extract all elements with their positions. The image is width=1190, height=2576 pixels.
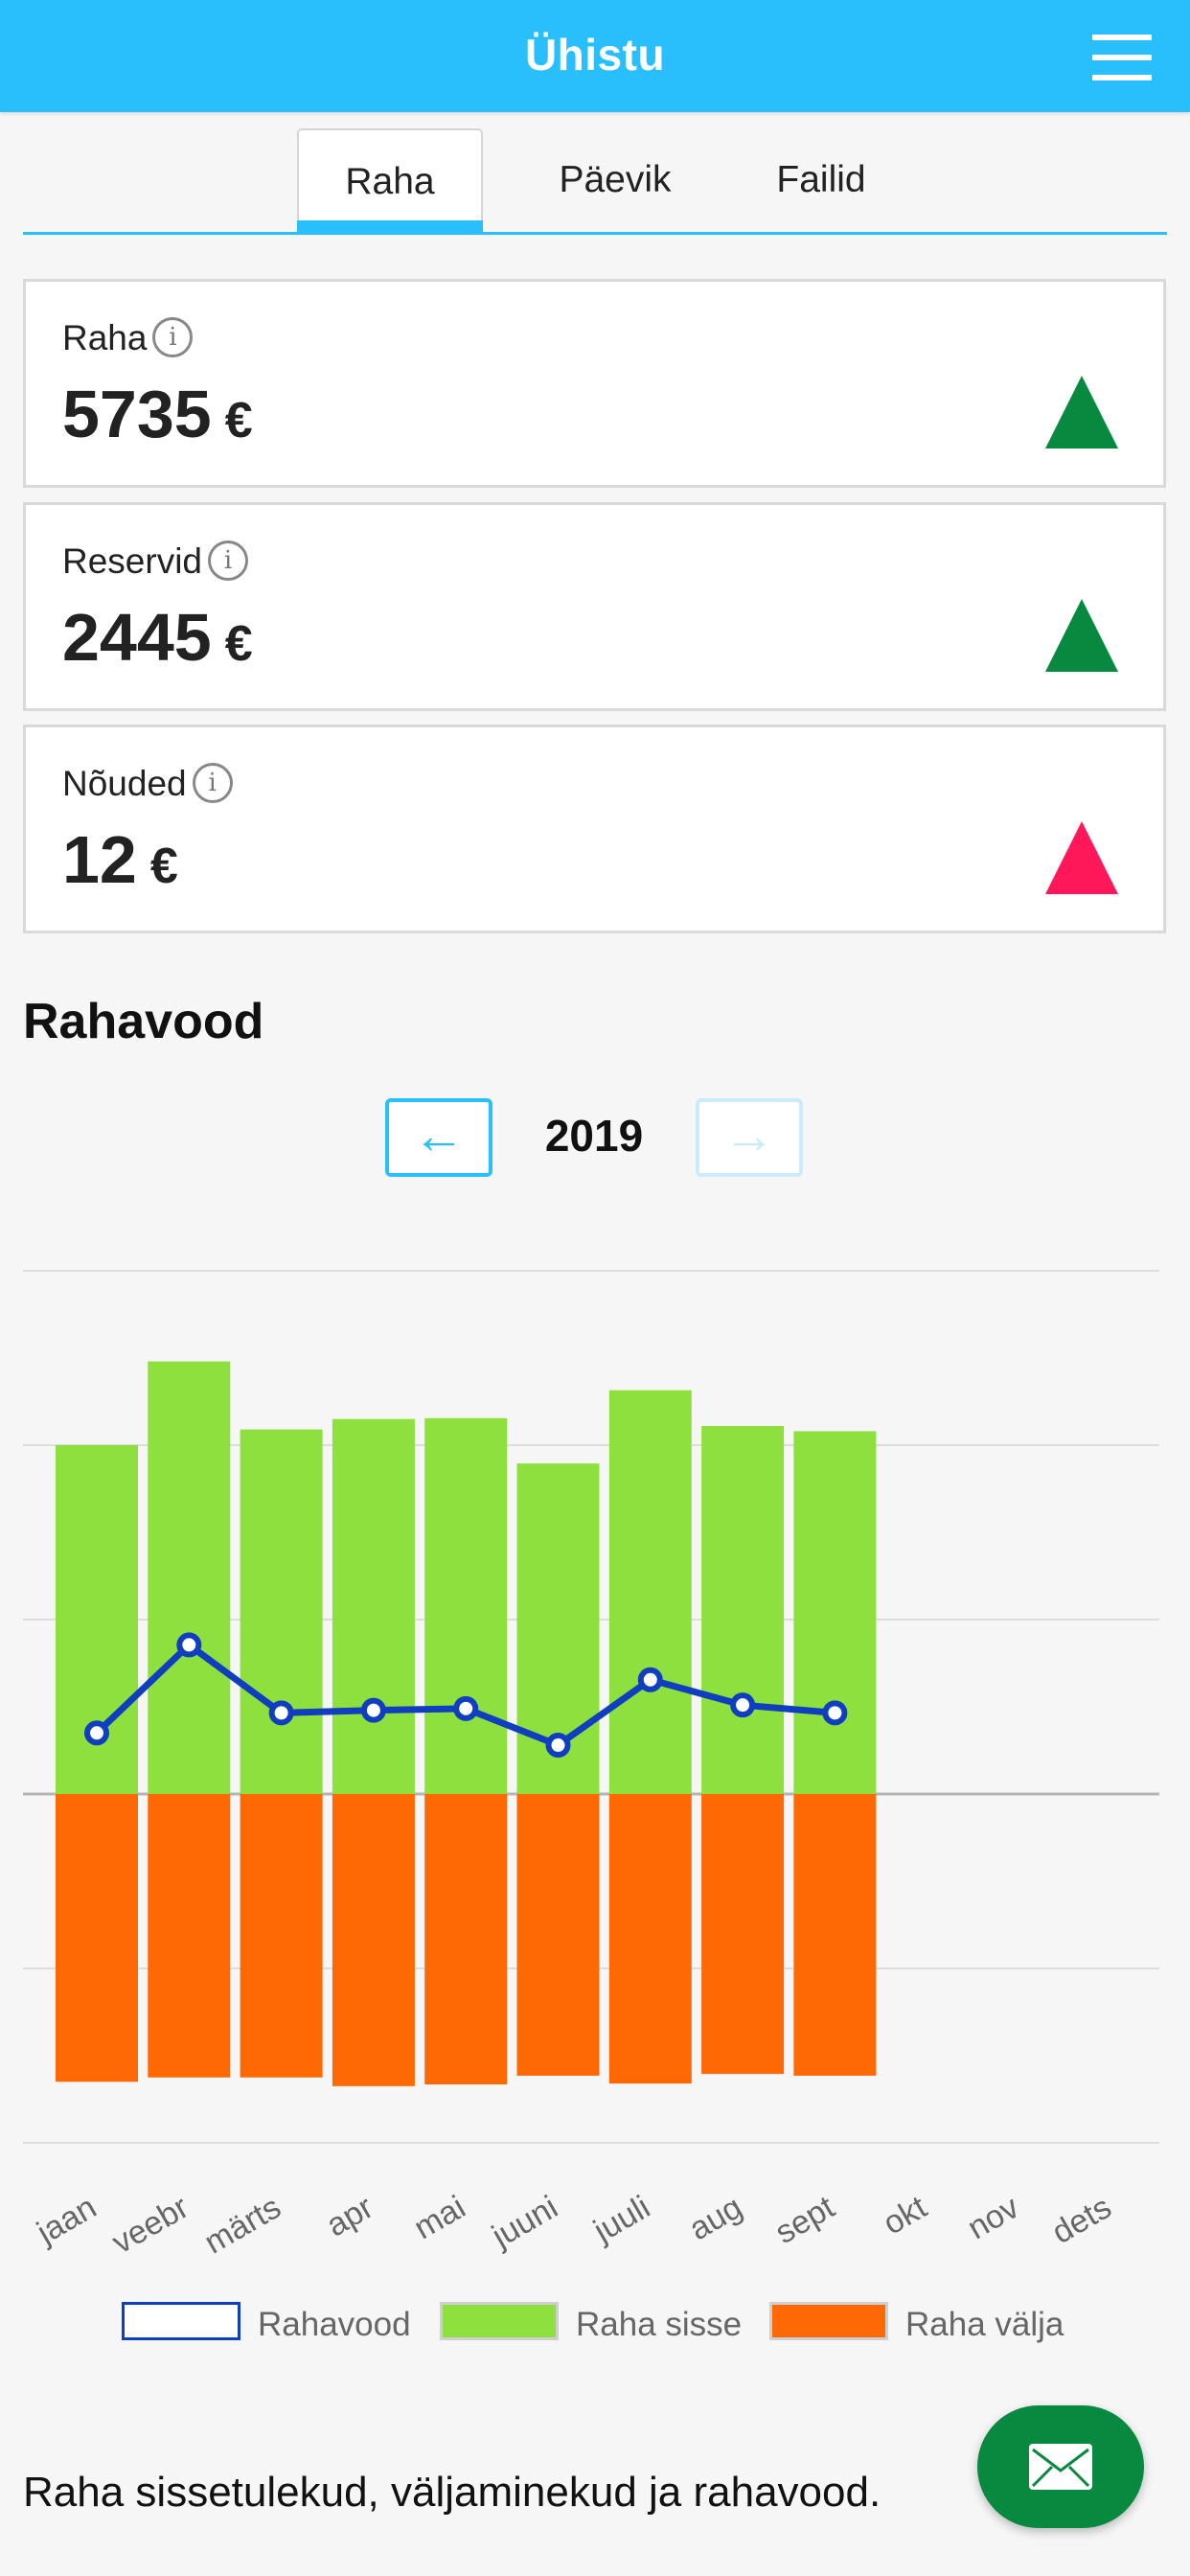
- tab-bar: Raha Päevik Failid: [23, 128, 1167, 235]
- x-tick-label: märts: [198, 2189, 287, 2261]
- bar-raha-valja: [516, 1794, 600, 2076]
- info-icon[interactable]: i: [208, 540, 248, 582]
- trend-up-icon: [1045, 376, 1118, 448]
- app-header: Ühistu: [0, 0, 1190, 112]
- rahavood-point: [360, 1697, 386, 1723]
- bar-raha-sisse: [332, 1418, 415, 1794]
- info-icon[interactable]: i: [152, 317, 194, 358]
- bar-raha-sisse: [608, 1390, 692, 1794]
- x-tick-label: mai: [408, 2189, 471, 2246]
- info-icon[interactable]: i: [192, 763, 233, 804]
- app-title: Ühistu: [524, 30, 666, 80]
- x-tick-label: juuli: [587, 2189, 656, 2250]
- trend-up-icon: [1045, 599, 1118, 672]
- x-tick-label: apr: [320, 2189, 379, 2243]
- bar-raha-valja: [701, 1794, 785, 2075]
- card-amount: 5735: [62, 377, 212, 451]
- bar-raha-valja: [608, 1794, 692, 2084]
- rahavood-point: [637, 1667, 663, 1692]
- trend-up-icon: [1045, 821, 1118, 894]
- x-tick-label: jaan: [30, 2189, 103, 2252]
- bar-raha-valja: [56, 1794, 138, 2082]
- card-label: Raha i: [62, 317, 194, 360]
- cashflow-chart: jaan veebr märts apr mai juuni juuli aug sept okt…: [23, 1270, 1159, 2261]
- bar-raha-valja: [424, 1794, 508, 2085]
- chart-legend: Rahavood Raha sisse Raha välja: [0, 2300, 1190, 2358]
- section-title: Rahavood: [23, 994, 264, 1049]
- card-amount: 12: [62, 822, 137, 897]
- legend-swatch-rahavood: [122, 2302, 240, 2340]
- legend-label-raha-sisse: Raha sisse: [576, 2306, 743, 2343]
- card-label-text: Nõuded: [62, 764, 187, 803]
- bar-raha-sisse: [240, 1429, 323, 1794]
- card-amount: 2445: [62, 600, 212, 675]
- card-value: 5735 €: [62, 376, 253, 452]
- tab-failid[interactable]: Failid: [776, 159, 866, 200]
- message-button[interactable]: [977, 2405, 1144, 2528]
- legend-swatch-raha-sisse: [440, 2302, 559, 2340]
- rahavood-point: [822, 1700, 848, 1726]
- bar-raha-sisse: [701, 1425, 785, 1794]
- x-tick-label: dets: [1046, 2189, 1118, 2251]
- card-reservid: Reservid i 2445 €: [23, 502, 1166, 711]
- legend-label-rahavood: Rahavood: [258, 2306, 411, 2343]
- card-value: 2445 €: [62, 599, 253, 676]
- card-unit: €: [224, 393, 253, 448]
- card-raha: Raha i 5735 €: [23, 279, 1166, 488]
- bar-raha-sisse: [793, 1431, 877, 1794]
- rahavood-point: [84, 1720, 109, 1746]
- bar-raha-sisse: [424, 1417, 508, 1794]
- tab-raha[interactable]: Raha: [297, 128, 483, 232]
- bar-raha-valja: [240, 1794, 323, 2078]
- rahavood-point: [268, 1700, 294, 1726]
- card-value: 12 €: [62, 821, 178, 898]
- card-label: Reservid i: [62, 540, 248, 584]
- x-tick-label: sept: [769, 2189, 841, 2251]
- legend-swatch-raha-valja: [769, 2302, 888, 2340]
- rahavood-point: [453, 1695, 479, 1721]
- next-year-button[interactable]: →: [696, 1098, 803, 1177]
- tab-paevik[interactable]: Päevik: [559, 159, 672, 200]
- year-label: 2019: [544, 1111, 644, 1161]
- x-tick-label: okt: [877, 2189, 933, 2242]
- card-label-text: Reservid: [62, 541, 202, 581]
- x-tick-label: aug: [683, 2189, 748, 2247]
- x-tick-label: nov: [962, 2189, 1025, 2246]
- bar-raha-sisse: [148, 1361, 231, 1794]
- rahavood-point: [545, 1733, 571, 1759]
- rahavood-point: [730, 1692, 756, 1718]
- card-label-text: Raha: [62, 318, 148, 357]
- bar-raha-valja: [793, 1794, 877, 2076]
- card-unit: €: [149, 839, 178, 894]
- bar-raha-valja: [148, 1794, 231, 2078]
- envelope-icon: [1029, 2444, 1092, 2490]
- card-nouded: Nõuded i 12 €: [23, 724, 1166, 933]
- legend-label-raha-valja: Raha välja: [905, 2306, 1064, 2343]
- chart-description: Raha sissetulekud, väljaminekud ja rahav…: [23, 2469, 881, 2516]
- prev-year-button[interactable]: ←: [385, 1098, 492, 1177]
- rahavood-point: [176, 1632, 202, 1658]
- bar-raha-valja: [332, 1794, 415, 2086]
- x-tick-label: juuni: [485, 2189, 563, 2255]
- card-label: Nõuded i: [62, 763, 233, 806]
- card-unit: €: [224, 616, 253, 672]
- hamburger-menu-icon[interactable]: [1092, 34, 1159, 82]
- x-tick-label: veebr: [106, 2189, 195, 2261]
